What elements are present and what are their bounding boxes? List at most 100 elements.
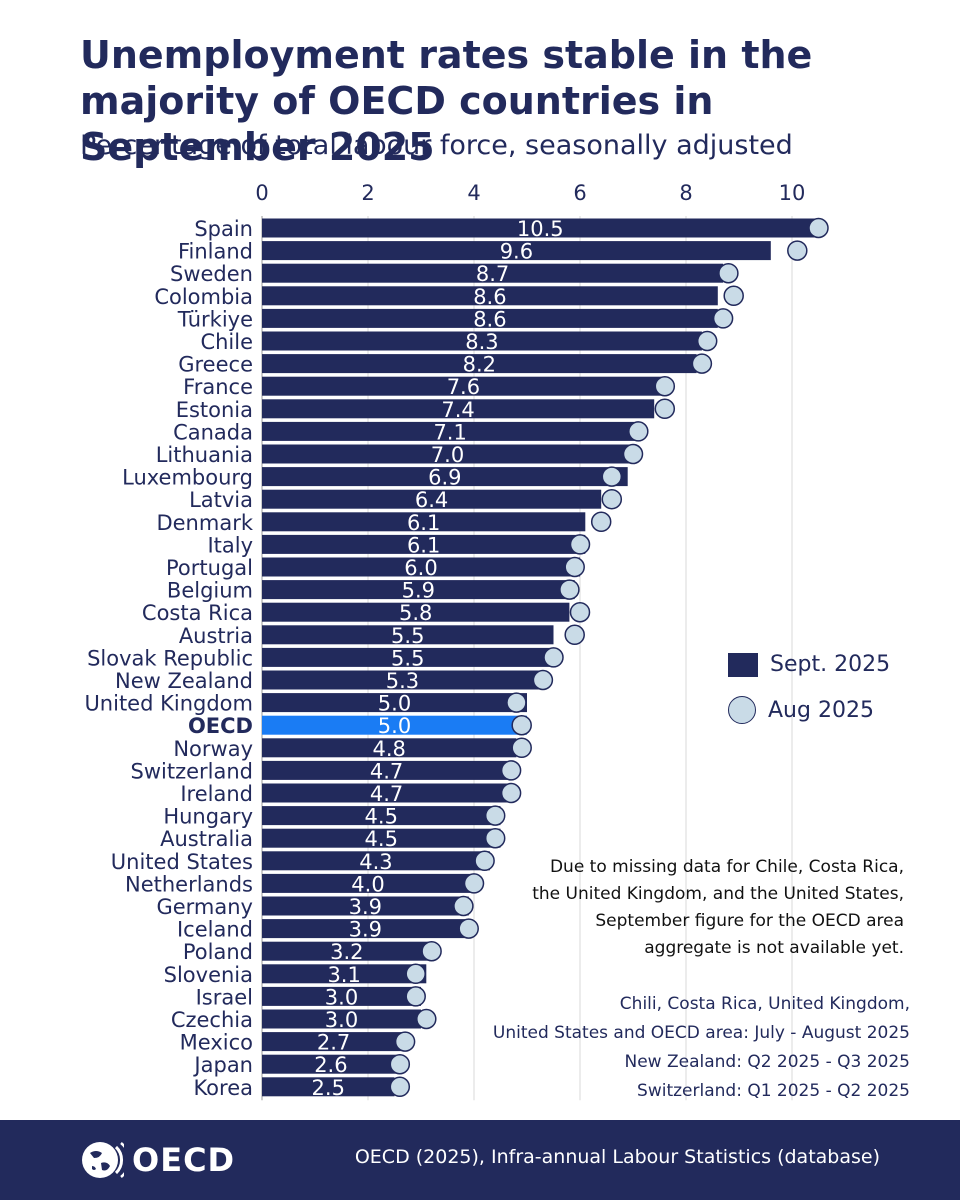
bar-sept xyxy=(262,1032,406,1052)
value-label: 3.9 xyxy=(349,918,382,942)
x-tick-label: 0 xyxy=(255,181,268,205)
bar-sept xyxy=(262,760,512,780)
value-label: 8.7 xyxy=(476,262,509,286)
category-label: Denmark xyxy=(156,511,253,535)
value-label: 5.3 xyxy=(386,669,419,693)
dot-aug xyxy=(416,1008,437,1030)
x-tick-label: 4 xyxy=(467,181,480,205)
bar-sept xyxy=(262,873,474,893)
legend-dot-label: Aug 2025 xyxy=(768,697,874,723)
category-label: Norway xyxy=(173,737,253,761)
dot-aug xyxy=(559,579,580,600)
category-label: Italy xyxy=(207,533,253,557)
value-label: 3.1 xyxy=(327,963,360,987)
bar-sept xyxy=(262,1077,395,1097)
category-label: Netherlands xyxy=(125,872,253,896)
dot-aug xyxy=(808,217,829,239)
footer-bar: OECD OECD (2025), Infra-annual Labour St… xyxy=(0,1120,960,1200)
value-label: 5.0 xyxy=(378,714,411,738)
category-label: Iceland xyxy=(177,918,253,942)
dot-aug xyxy=(654,375,676,397)
value-label: 6.9 xyxy=(428,466,461,490)
category-label: Hungary xyxy=(163,805,253,829)
period-notes: Chili, Costa Rica, United Kingdom, Unite… xyxy=(493,990,910,1106)
dot-aug xyxy=(511,714,532,736)
value-label: 7.6 xyxy=(447,375,480,399)
category-label: Switzerland xyxy=(131,759,254,783)
oecd-logo: OECD xyxy=(80,1139,235,1181)
globe-icon xyxy=(82,1142,124,1178)
value-label: 2.6 xyxy=(314,1053,347,1077)
category-label: Japan xyxy=(192,1053,253,1077)
bar-sept xyxy=(262,489,602,509)
bar-sept xyxy=(262,964,427,984)
value-label: 4.0 xyxy=(351,872,384,896)
bar-sept xyxy=(262,557,580,577)
dot-aug xyxy=(691,353,713,374)
category-label: Portugal xyxy=(166,556,253,580)
category-label: Belgium xyxy=(167,579,253,603)
source-citation: OECD (2025), Infra-annual Labour Statist… xyxy=(354,1146,880,1168)
category-labels: SpainFinlandSwedenColombiaTürkiyeChileGr… xyxy=(84,217,253,1100)
bar-sept xyxy=(262,444,633,464)
dot-aug xyxy=(569,534,591,555)
bar-sept xyxy=(262,376,665,396)
bar-sept xyxy=(262,693,527,713)
legend-bar-label: Sept. 2025 xyxy=(770,652,891,677)
bar-sept xyxy=(262,331,702,351)
dot-aug xyxy=(484,827,506,849)
dot-aug xyxy=(394,1031,416,1052)
value-label: 4.5 xyxy=(365,805,398,829)
bar-sept xyxy=(262,421,639,441)
value-label: 2.7 xyxy=(317,1031,350,1055)
value-label: 4.7 xyxy=(370,782,403,806)
bar-sept xyxy=(262,241,771,261)
dot-aug xyxy=(532,669,554,691)
bar-sept xyxy=(262,941,432,961)
value-label: 3.0 xyxy=(325,1008,358,1032)
logo-text: OECD xyxy=(132,1141,236,1179)
dot-aug xyxy=(474,850,495,872)
dot-aug xyxy=(712,308,734,329)
bar-sept xyxy=(262,647,554,667)
value-label: 7.0 xyxy=(431,443,464,467)
dot-aug xyxy=(389,1076,411,1098)
bar-sept xyxy=(262,670,543,690)
bar-chart: 0 2 4 6 8 10 10.59.68.78.68.68.38.27.67.47.17… xyxy=(84,181,829,1101)
legend-item-aug: Aug 2025 xyxy=(728,696,874,724)
x-tick-label: 6 xyxy=(573,181,586,205)
value-label: 5.9 xyxy=(402,579,435,603)
dot-aug xyxy=(484,805,506,826)
chart-subtitle: Percentage of total labour force, season… xyxy=(80,130,793,161)
legend-item-sept: Sept. 2025 xyxy=(728,652,890,677)
category-label: Costa Rica xyxy=(142,601,253,625)
note-line: the United Kingdom, and the United State… xyxy=(532,884,904,904)
category-label: Latvia xyxy=(189,488,253,512)
category-label: Poland xyxy=(183,940,253,964)
bar-sept xyxy=(262,286,718,306)
value-label: 4.8 xyxy=(372,737,405,761)
value-label: 5.5 xyxy=(391,646,424,670)
period-note-line: New Zealand: Q2 2025 - Q3 2025 xyxy=(624,1052,910,1072)
category-label: Colombia xyxy=(154,285,253,309)
category-label: Chile xyxy=(200,330,253,354)
dot-aug xyxy=(654,398,676,420)
x-tick-label: 2 xyxy=(361,181,374,205)
bar-sept xyxy=(262,308,718,328)
value-label: 8.6 xyxy=(473,307,506,331)
category-label: Israel xyxy=(196,985,253,1009)
x-tick-label: 8 xyxy=(679,181,692,205)
note-line: aggregate is not available yet. xyxy=(644,938,904,958)
category-label: United Kingdom xyxy=(84,692,253,716)
value-label: 4.3 xyxy=(359,850,392,874)
bar-sept xyxy=(262,986,421,1006)
category-label: OECD xyxy=(188,714,253,738)
value-label: 6.4 xyxy=(415,488,448,512)
dot-aug xyxy=(590,511,612,533)
bar-sept xyxy=(262,580,575,600)
x-tick-label: 10 xyxy=(779,181,806,205)
category-label: Slovenia xyxy=(164,963,253,987)
dot-aug xyxy=(569,601,591,623)
category-label: Spain xyxy=(194,217,253,241)
dot-aug xyxy=(405,963,426,985)
